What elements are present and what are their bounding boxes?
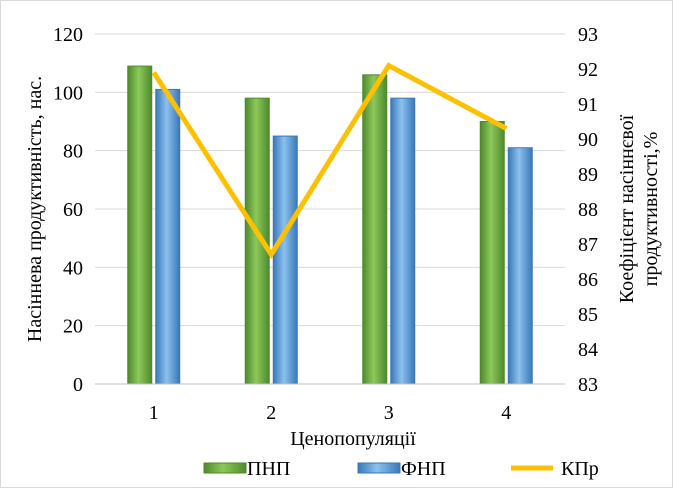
bar-pnp xyxy=(480,122,504,385)
y2-tick-label: 92 xyxy=(578,59,598,81)
x-tick-label: 2 xyxy=(266,402,276,424)
bar-pnp xyxy=(245,98,269,384)
x-tick-label: 1 xyxy=(149,402,159,424)
bar-pnp xyxy=(128,66,152,384)
y2-axis-title-line2: продуктивності,% xyxy=(640,132,662,287)
y2-tick-label: 84 xyxy=(578,339,598,361)
y2-tick-label: 91 xyxy=(578,94,598,116)
y-tick-label: 80 xyxy=(63,141,83,163)
legend-item-pnp: ПНП xyxy=(204,458,290,480)
y-tick-label: 40 xyxy=(63,257,83,279)
y2-tick-label: 88 xyxy=(578,199,598,221)
y2-tick-label: 89 xyxy=(578,164,598,186)
legend-swatch-fnp xyxy=(358,463,400,473)
bar-fnp xyxy=(273,136,297,384)
x-tick-label: 4 xyxy=(501,402,511,424)
legend-item-fnp: ФНП xyxy=(358,458,446,480)
y2-tick-label: 83 xyxy=(578,374,598,396)
y2-axis-title-line1: Коефіцієнт насіннєвої xyxy=(616,114,638,303)
y-tick-label: 120 xyxy=(53,24,83,46)
y-tick-label: 100 xyxy=(53,82,83,104)
y2-tick-label: 85 xyxy=(578,304,598,326)
line-kpr xyxy=(154,66,507,255)
y-tick-label: 0 xyxy=(73,374,83,396)
y-tick-label: 60 xyxy=(63,199,83,221)
line-series xyxy=(154,65,507,254)
y2-tick-label: 86 xyxy=(578,269,598,291)
x-tick-label: 3 xyxy=(384,402,394,424)
y2-tick-label: 87 xyxy=(578,234,598,256)
legend: ПНП ФНП КПр xyxy=(204,458,599,480)
legend-item-kpr: КПр xyxy=(511,458,599,480)
bar-pnp xyxy=(363,75,387,384)
legend-label-kpr: КПр xyxy=(561,458,599,480)
y2-tick-label: 90 xyxy=(578,129,598,151)
bar-fnp xyxy=(508,148,532,384)
bar-fnp xyxy=(156,89,180,384)
y2-tick-label: 93 xyxy=(578,24,598,46)
legend-label-pnp: ПНП xyxy=(247,458,290,480)
y-tick-label: 20 xyxy=(63,316,83,338)
x-axis-title: Ценопопуляції xyxy=(290,428,416,450)
bar-fnp xyxy=(391,98,415,384)
legend-swatch-pnp xyxy=(204,463,246,473)
y-axis-title: Насіннева продуктивність, нас. xyxy=(24,76,46,342)
legend-label-fnp: ФНП xyxy=(401,458,446,480)
bars xyxy=(128,66,533,384)
